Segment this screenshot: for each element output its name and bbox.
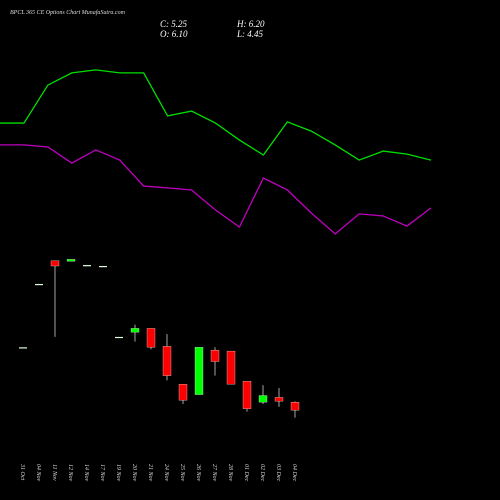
- candle-body: [19, 347, 27, 349]
- x-tick-label: 19 Nov: [115, 464, 121, 482]
- close-label: C: 5.25: [160, 19, 188, 29]
- candle-body: [226, 350, 236, 385]
- candle-body: [50, 260, 60, 267]
- x-tick-label: 24 Nov: [163, 464, 170, 482]
- x-tick-label: 04 Dec: [291, 464, 298, 481]
- candle-body: [99, 266, 107, 268]
- open-label: O: 6.10: [160, 29, 188, 39]
- low-label: L: 4.45: [236, 29, 264, 39]
- x-tick-label: 27 Nov: [211, 464, 217, 482]
- x-tick-label: 25 Nov: [179, 464, 185, 482]
- candle-body: [242, 381, 252, 409]
- candle-body: [194, 347, 204, 395]
- candle-body: [162, 346, 172, 376]
- x-tick-label: 02 Dec: [259, 464, 265, 481]
- high-label: H: 6.20: [236, 19, 265, 29]
- x-tick-label: 12 Nov: [67, 464, 73, 482]
- candle-body: [66, 259, 76, 262]
- candle-body: [115, 336, 123, 339]
- candle-body: [290, 401, 300, 411]
- x-tick-label: 17 Nov: [99, 464, 105, 482]
- x-tick-label: 28 Nov: [227, 464, 233, 482]
- candle-body: [178, 384, 188, 401]
- candle-body: [274, 397, 284, 402]
- line: [0, 144, 432, 235]
- x-tick-label: 14 Nov: [83, 464, 90, 482]
- x-tick-label: 04 Nov: [35, 464, 42, 482]
- x-tick-label: 20 Nov: [131, 464, 137, 482]
- chart-title: BPCL 365 CE Options Chart MunafaSutra.co…: [10, 9, 126, 16]
- x-tick-label: 21 Nov: [147, 464, 153, 482]
- candle-body: [258, 395, 268, 403]
- candle-body: [83, 265, 91, 267]
- candle-body: [146, 328, 156, 348]
- x-tick-label: 11 Nov: [51, 464, 57, 481]
- line: [0, 69, 432, 161]
- x-tick-label: 26 Nov: [195, 464, 201, 482]
- candle-body: [130, 328, 140, 333]
- x-tick-label: 03 Dec: [275, 464, 281, 481]
- candle-body: [210, 349, 220, 362]
- candle-body: [35, 283, 43, 286]
- x-tick-label: 01 Dec: [243, 464, 249, 481]
- x-tick-label: 31 Oct: [19, 463, 25, 480]
